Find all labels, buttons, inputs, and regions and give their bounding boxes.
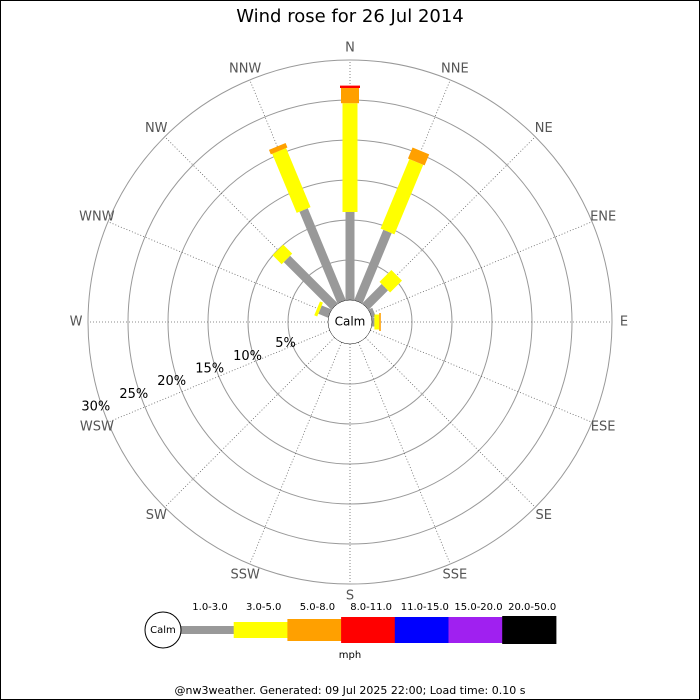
wind-bar [374, 314, 380, 330]
direction-label: N [345, 41, 355, 56]
direction-label: E [620, 315, 628, 330]
wind-bar [368, 307, 376, 318]
legend-label: 5.0-8.0 [300, 602, 335, 613]
ring-label: 10% [233, 349, 262, 364]
footer: @nw3weather. Generated: 09 Jul 2025 22:0… [175, 684, 526, 697]
direction-label: W [70, 315, 83, 330]
direction-label: WSW [80, 419, 114, 434]
direction-label: NW [145, 121, 168, 136]
direction-label: ENE [590, 210, 616, 225]
direction-label: ESE [591, 419, 616, 434]
spoke [249, 342, 342, 565]
legend-swatch [394, 617, 449, 643]
spoke [358, 342, 451, 565]
legend-label: 1.0-3.0 [192, 602, 227, 613]
wind-bar [362, 284, 388, 310]
spoke [370, 221, 593, 314]
direction-label: SSE [442, 568, 467, 583]
wind-bar [341, 88, 359, 104]
legend-label: 8.0-11.0 [350, 602, 392, 613]
wind-bar [379, 313, 381, 331]
unit-label: mph [339, 650, 361, 661]
wind-bar [379, 270, 402, 293]
grid-ring [87, 59, 613, 585]
legend-swatch [233, 622, 288, 638]
direction-label: SE [536, 508, 552, 523]
spoke [107, 330, 330, 423]
ring-label: 20% [157, 374, 186, 389]
legend-swatch [180, 626, 235, 634]
spoke [107, 221, 330, 314]
direction-label: NNW [229, 61, 261, 76]
wind-bar [407, 147, 430, 166]
ring-label: 30% [81, 400, 110, 415]
calm-circle [327, 299, 373, 345]
direction-label: NNE [441, 61, 469, 76]
spoke [164, 337, 335, 508]
wind-bar [283, 255, 338, 310]
legend-swatch [502, 616, 557, 644]
wind-bar [272, 244, 293, 265]
wind-bar [314, 301, 323, 317]
wind-bar [318, 305, 332, 318]
calm-label: Calm [335, 315, 366, 329]
legend-label: 3.0-5.0 [246, 602, 281, 613]
spoke [365, 337, 536, 508]
legend-swatch [287, 619, 342, 641]
wind-bar [380, 159, 424, 235]
wind-bar [272, 148, 311, 213]
chart-title: Wind rose for 26 Jul 2014 [236, 6, 464, 27]
legend-label: 15.0-20.0 [454, 602, 502, 613]
direction-label: NE [535, 121, 553, 136]
legend-label: 20.0-50.0 [508, 602, 556, 613]
wind-bar [371, 317, 375, 327]
wind-bar [354, 229, 392, 304]
wind-bar [340, 85, 360, 88]
legend-swatch [341, 617, 396, 643]
wind-bar [342, 103, 358, 212]
ring-label: 15% [195, 361, 224, 376]
legend-calm [144, 611, 182, 649]
wind-bar [268, 143, 288, 155]
legend-calm-label: Calm [150, 625, 176, 636]
ring-label: 5% [275, 336, 296, 351]
direction-label: WNW [79, 210, 115, 225]
legend-swatch [448, 617, 503, 643]
wind-bar [299, 208, 346, 304]
spoke [370, 330, 593, 423]
legend-label: 11.0-15.0 [401, 602, 449, 613]
ring-label: 25% [119, 387, 148, 402]
wind-bar [345, 212, 355, 300]
direction-label: SSW [230, 568, 260, 583]
direction-label: SW [146, 508, 167, 523]
direction-label: S [346, 589, 354, 604]
